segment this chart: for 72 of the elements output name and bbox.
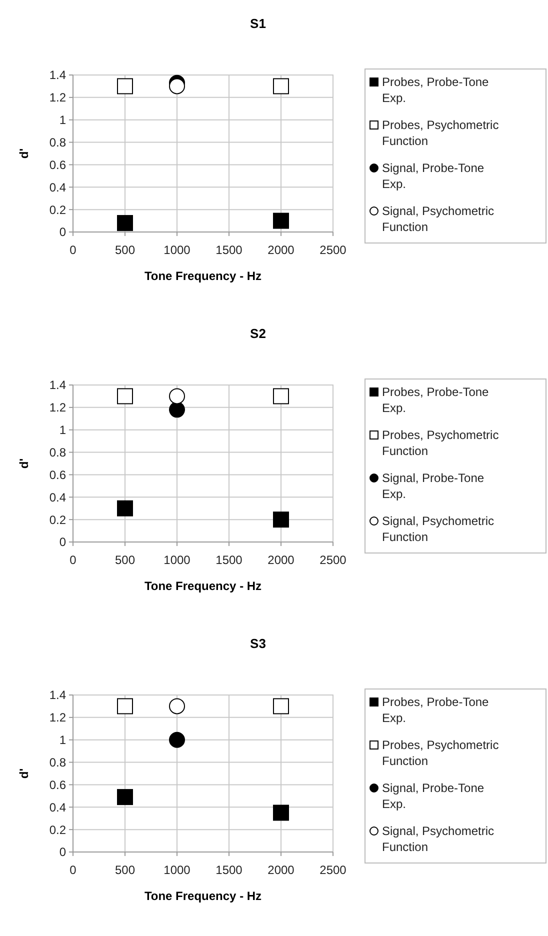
y-tick-label: 0.6 — [49, 778, 66, 792]
y-tick-label: 1.4 — [49, 378, 66, 392]
y-tick-label: 1.2 — [49, 400, 66, 415]
point — [273, 512, 289, 528]
x-axis-title: Tone Frequency - Hz — [144, 889, 262, 903]
legend-label: Probes, Psychometric Function — [382, 428, 499, 458]
chart-title: S2 — [250, 326, 266, 341]
y-axis-title: d' — [17, 458, 31, 469]
point — [273, 212, 289, 229]
y-tick-label: 0 — [59, 845, 66, 860]
y-tick-label: 0.4 — [49, 180, 66, 194]
x-tick-label: 0 — [70, 553, 77, 567]
x-axis-title: Tone Frequency - Hz — [144, 579, 262, 593]
legend-label: Signal, Psychometric Function — [382, 204, 494, 234]
y-tick-label: 0.8 — [49, 135, 66, 150]
y-tick-label: 0.6 — [49, 468, 66, 482]
y-tick-label: 1 — [59, 423, 66, 438]
x-tick-label: 1500 — [216, 553, 243, 567]
point — [273, 804, 289, 821]
legend-label: Probes, Psychometric Function — [382, 118, 499, 148]
legend-label: Signal, Psychometric Function — [382, 514, 494, 544]
x-tick-label: 0 — [70, 863, 77, 877]
x-tick-label: 500 — [114, 553, 136, 567]
x-tick-label: 2000 — [268, 553, 295, 567]
legend-label: Signal, Psychometric Function — [382, 824, 494, 854]
point — [169, 732, 185, 748]
point — [169, 78, 185, 94]
y-tick-label: 1.2 — [49, 710, 66, 725]
y-tick-label: 0.4 — [49, 490, 66, 504]
y-axis-title: d' — [17, 148, 31, 159]
y-tick-label: 0.8 — [49, 755, 66, 770]
y-tick-label: 0.4 — [49, 800, 66, 814]
legend-label: Probes, Probe-Tone Exp. — [382, 75, 490, 105]
x-tick-label: 500 — [114, 863, 136, 877]
x-tick-label: 1500 — [216, 863, 243, 877]
chart-title: S3 — [250, 636, 266, 651]
x-tick-label: 2500 — [320, 553, 347, 567]
y-tick-label: 0 — [59, 225, 66, 240]
y-tick-label: 0.2 — [49, 822, 66, 837]
y-tick-label: 0.8 — [49, 445, 66, 460]
x-tick-label: 2500 — [320, 863, 347, 877]
x-tick-label: 1000 — [164, 553, 191, 567]
y-tick-label: 1.4 — [49, 688, 66, 702]
legend-label: Probes, Probe-Tone Exp. — [382, 385, 490, 415]
x-tick-label: 2000 — [268, 863, 295, 877]
y-tick-label: 1 — [59, 733, 66, 748]
x-axis-title: Tone Frequency - Hz — [144, 269, 262, 283]
legend-label: Signal, Probe-Tone Exp. — [382, 161, 484, 191]
x-tick-label: 1000 — [164, 243, 191, 257]
y-tick-label: 0.6 — [49, 158, 66, 172]
point — [169, 402, 185, 418]
point — [117, 789, 133, 806]
x-tick-label: 500 — [114, 243, 136, 257]
legend-label: Probes, Psychometric Function — [382, 738, 499, 768]
legend-label: Signal, Probe-Tone Exp. — [382, 471, 484, 501]
point — [117, 215, 133, 232]
y-tick-label: 0.2 — [49, 202, 66, 217]
legend-label: Probes, Probe-Tone Exp. — [382, 695, 490, 725]
y-axis-title: d' — [17, 768, 31, 779]
y-tick-label: 0 — [59, 535, 66, 550]
x-tick-label: 1000 — [164, 863, 191, 877]
x-tick-label: 1500 — [216, 243, 243, 257]
y-tick-label: 1.2 — [49, 90, 66, 105]
y-tick-label: 0.2 — [49, 512, 66, 527]
y-tick-label: 1.4 — [49, 68, 66, 82]
x-tick-label: 2500 — [320, 243, 347, 257]
y-tick-label: 1 — [59, 113, 66, 128]
x-tick-label: 0 — [70, 243, 77, 257]
chart-title: S1 — [250, 16, 266, 31]
x-tick-label: 2000 — [268, 243, 295, 257]
point — [117, 500, 133, 516]
legend-label: Signal, Probe-Tone Exp. — [382, 781, 484, 811]
